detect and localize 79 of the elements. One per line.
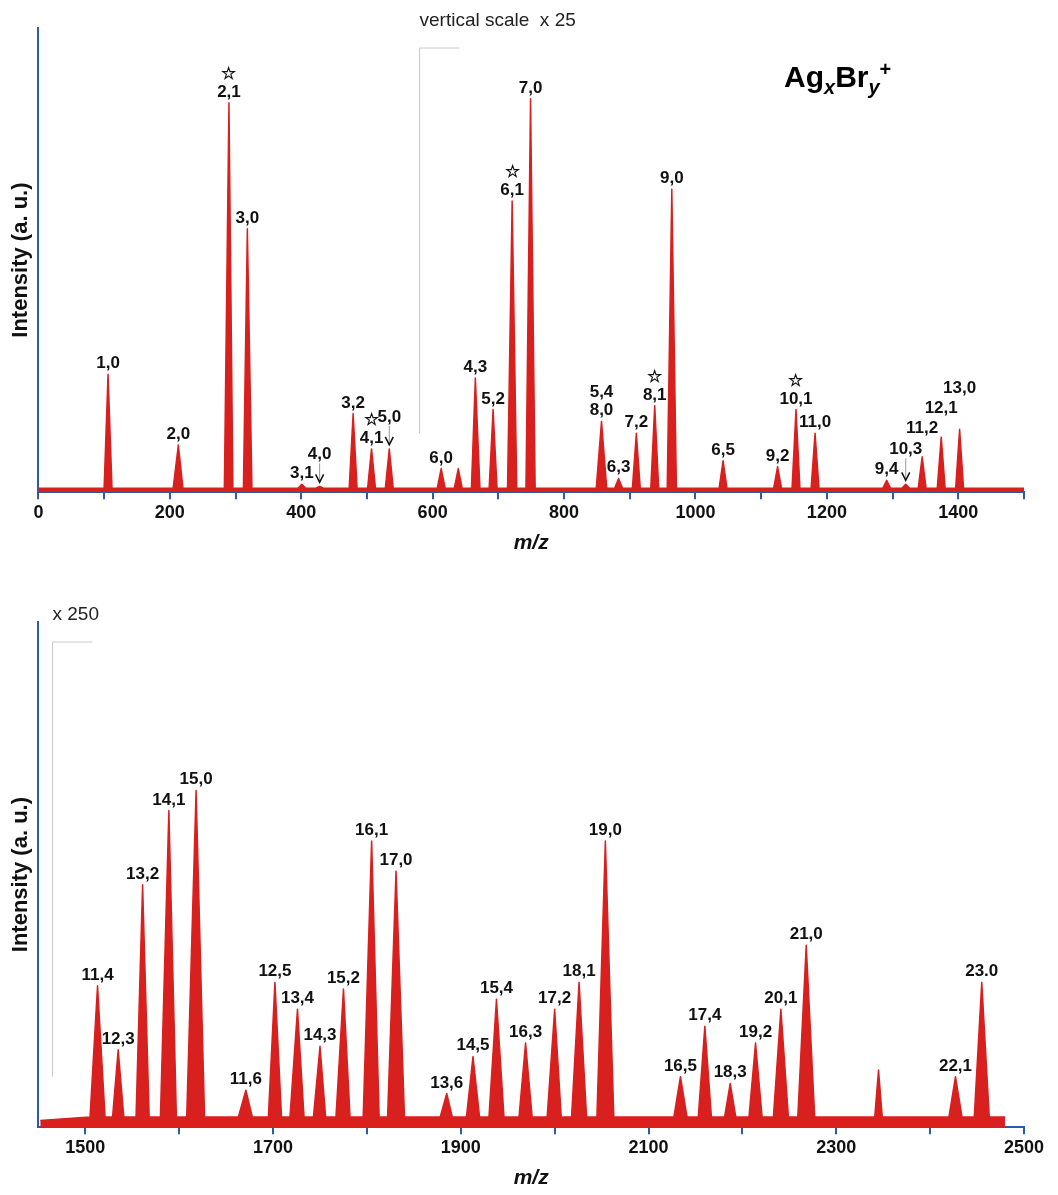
- annotation: 11,4: [81, 964, 115, 984]
- annotation: 21,0: [789, 924, 823, 944]
- annotation: 14,3: [303, 1025, 337, 1045]
- annotation: 12,3: [101, 1028, 135, 1048]
- annotation: 11,2: [906, 417, 939, 437]
- annotation: 6,0: [429, 447, 453, 467]
- annotation: 22,1: [938, 1055, 973, 1075]
- annotation: 17,4: [688, 1005, 722, 1025]
- annotation: 9,0: [659, 168, 684, 188]
- annotation: 18,1: [562, 961, 596, 981]
- x-axis-title: m/z: [513, 1165, 550, 1189]
- annotation: 13,2: [126, 863, 160, 883]
- x-tick-label: 800: [549, 501, 580, 522]
- annotation: 4,0: [307, 444, 332, 464]
- annotation: ☆: [647, 366, 664, 386]
- ref-line-label: x 250: [52, 602, 99, 624]
- annotation: 10,3: [889, 439, 923, 459]
- annotation: 17,0: [379, 850, 413, 870]
- annotation: 8,0: [589, 400, 614, 420]
- annotation: 20,1: [764, 988, 798, 1008]
- annotation: 8,1: [642, 384, 667, 404]
- annotation: 15,2: [326, 968, 361, 988]
- y-axis-title: Intensity (a. u.): [7, 182, 33, 338]
- annotation: 15,4: [479, 978, 514, 998]
- annotation: 2,1: [217, 81, 241, 101]
- x-tick-label: 200: [154, 501, 185, 522]
- annotation: 11,0: [798, 412, 832, 432]
- annotation: 10,1: [779, 388, 813, 408]
- x-tick-label: 0: [33, 501, 44, 522]
- annotation: 3,0: [235, 207, 260, 227]
- x-axis-title: m/z: [513, 530, 550, 554]
- x-tick-label: 2100: [628, 1136, 669, 1157]
- x-tick-label: 1500: [65, 1136, 106, 1157]
- annotation: 7,2: [624, 412, 649, 432]
- annotation: ☆: [788, 370, 805, 390]
- annotation: 16,1: [355, 819, 389, 839]
- annotation: 9,2: [765, 445, 790, 465]
- y-axis-title: Intensity (a. u.): [7, 796, 33, 953]
- x-tick-label: 1700: [253, 1136, 294, 1157]
- annotation: 9,4: [874, 459, 900, 479]
- annotation: 11,6: [229, 1069, 262, 1089]
- annotation: 6,1: [500, 180, 524, 200]
- annotation: 12,1: [924, 398, 958, 418]
- x-tick-label: 2500: [1003, 1136, 1045, 1157]
- x-tick-label: 1400: [938, 501, 979, 522]
- annotation: 5,2: [481, 388, 505, 408]
- annotation: 13,6: [430, 1072, 464, 1092]
- annotation: 4,1: [359, 427, 384, 447]
- annotation: 3,1: [290, 463, 314, 483]
- annotation: 16,5: [663, 1055, 697, 1075]
- annotation: 14,1: [152, 789, 186, 809]
- annotation: 18,3: [713, 1062, 747, 1082]
- annotation: 16,3: [509, 1022, 543, 1041]
- annotation: 12,5: [258, 961, 292, 981]
- annotation: 14,5: [456, 1035, 490, 1055]
- x-tick-label: 600: [417, 501, 448, 522]
- annotation: 19,0: [588, 819, 622, 839]
- x-tick-label: 400: [286, 501, 317, 522]
- annotation: 19,2: [738, 1022, 773, 1041]
- annotation: 17,2: [538, 988, 572, 1008]
- annotation: 6,5: [711, 439, 735, 459]
- annotation: ☆: [504, 162, 521, 182]
- annotation: ☆: [221, 63, 238, 83]
- x-tick-label: 2300: [816, 1136, 857, 1157]
- x-tick-label: 1000: [675, 501, 716, 522]
- annotation: 4,3: [463, 357, 488, 377]
- annotation: 1,0: [96, 353, 120, 373]
- ref-line-label: vertical scale x 25: [419, 8, 576, 30]
- annotation: 3,2: [341, 392, 365, 412]
- annotation: 13,0: [943, 378, 977, 398]
- annotation: 13,4: [280, 988, 315, 1008]
- annotation: 6,3: [606, 457, 631, 477]
- annotation: 5,4: [589, 382, 614, 402]
- x-tick-label: 1200: [806, 501, 847, 522]
- annotation: 23.0: [965, 961, 999, 981]
- annotation: 2,0: [166, 423, 191, 443]
- annotation: 7,0: [518, 77, 543, 97]
- x-tick-label: 1900: [440, 1136, 481, 1157]
- annotation: 15,0: [179, 769, 213, 789]
